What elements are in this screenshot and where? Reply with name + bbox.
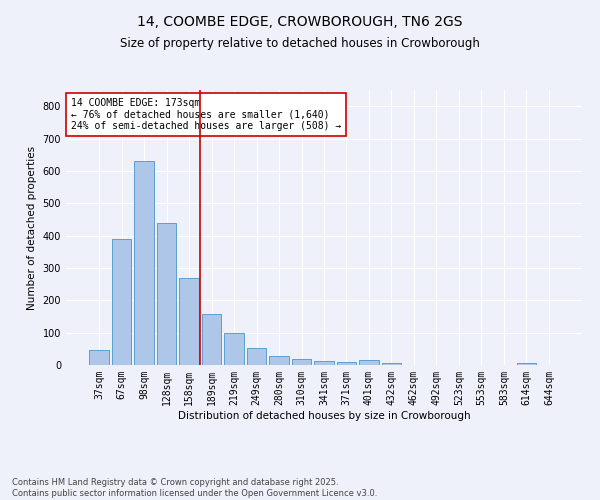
Bar — [112, 239, 131, 365]
Bar — [269, 356, 289, 365]
Bar — [157, 222, 176, 365]
Bar — [179, 278, 199, 365]
Bar — [382, 364, 401, 365]
Bar — [292, 359, 311, 365]
X-axis label: Distribution of detached houses by size in Crowborough: Distribution of detached houses by size … — [178, 410, 470, 420]
Text: Contains HM Land Registry data © Crown copyright and database right 2025.
Contai: Contains HM Land Registry data © Crown c… — [12, 478, 377, 498]
Text: Size of property relative to detached houses in Crowborough: Size of property relative to detached ho… — [120, 38, 480, 51]
Bar — [134, 161, 154, 365]
Bar — [314, 361, 334, 365]
Text: 14, COOMBE EDGE, CROWBOROUGH, TN6 2GS: 14, COOMBE EDGE, CROWBOROUGH, TN6 2GS — [137, 15, 463, 29]
Bar — [89, 350, 109, 365]
Bar — [359, 360, 379, 365]
Bar — [224, 332, 244, 365]
Text: 14 COOMBE EDGE: 173sqm
← 76% of detached houses are smaller (1,640)
24% of semi-: 14 COOMBE EDGE: 173sqm ← 76% of detached… — [71, 98, 341, 132]
Y-axis label: Number of detached properties: Number of detached properties — [27, 146, 37, 310]
Bar — [202, 314, 221, 365]
Bar — [517, 364, 536, 365]
Bar — [247, 348, 266, 365]
Bar — [337, 362, 356, 365]
